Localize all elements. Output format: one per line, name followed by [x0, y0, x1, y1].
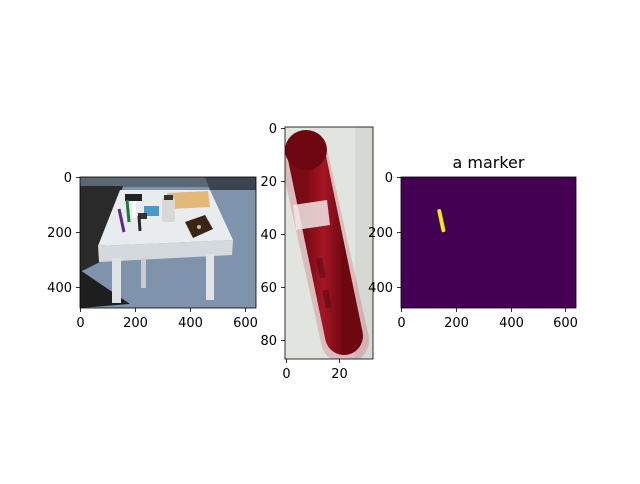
- mask-xtick-label: 200: [444, 316, 469, 331]
- photo-xtick-label: 600: [233, 316, 258, 331]
- crop-y-axis: 0 20 40 60 80: [260, 122, 285, 349]
- mask-xtick-label: 400: [499, 316, 524, 331]
- photo-xtick-label: 200: [123, 316, 148, 331]
- photo-image: [80, 177, 256, 308]
- panel-mask: a marker 0 200 400 600 0 200 400: [368, 153, 578, 331]
- photo-ytick-label: 0: [64, 171, 72, 186]
- crop-ytick-label: 40: [260, 228, 277, 243]
- mask-ytick-label: 200: [368, 226, 393, 241]
- photo-x-axis: 0 200 400 600: [76, 308, 258, 331]
- mask-xtick-label: 0: [397, 316, 405, 331]
- crop-ytick-label: 80: [260, 334, 277, 349]
- mask-image: [401, 177, 576, 308]
- mask-ytick-label: 400: [368, 281, 393, 296]
- photo-xtick-label: 400: [178, 316, 203, 331]
- mask-title: a marker: [453, 153, 525, 172]
- mask-xtick-label: 600: [553, 316, 578, 331]
- crop-ytick-label: 20: [260, 175, 277, 190]
- photo-ytick-label: 400: [47, 281, 72, 296]
- photo-y-axis: 0 200 400: [47, 171, 80, 296]
- panel-photo: 0 200 400 600 0 200 400: [47, 171, 258, 331]
- crop-ytick-label: 0: [269, 122, 277, 137]
- crop-xtick-label: 20: [331, 367, 348, 382]
- mask-segment: [437, 209, 446, 233]
- panel-crop: 0 20 0 20 40 60 80: [260, 122, 374, 382]
- crop-ytick-label: 60: [260, 281, 277, 296]
- mask-x-axis: 0 200 400 600: [397, 308, 578, 331]
- mask-y-axis: 0 200 400: [368, 171, 401, 296]
- mask-ytick-label: 0: [385, 171, 393, 186]
- crop-x-axis: 0 20: [282, 359, 348, 382]
- photo-xtick-label: 0: [76, 316, 84, 331]
- crop-xtick-label: 0: [282, 367, 290, 382]
- photo-ytick-label: 200: [47, 226, 72, 241]
- mask-background: [401, 177, 576, 308]
- crop-image: [285, 127, 373, 359]
